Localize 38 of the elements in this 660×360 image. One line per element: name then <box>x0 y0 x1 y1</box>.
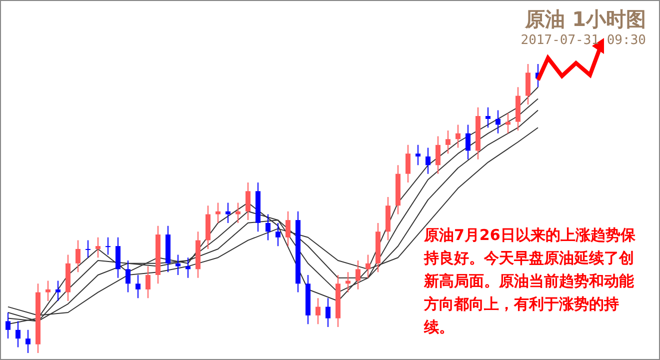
candlestick <box>406 144 410 183</box>
candlestick <box>426 147 430 174</box>
candlestick <box>16 320 20 348</box>
candlestick <box>446 130 450 154</box>
candlestick <box>46 280 50 302</box>
candlestick <box>236 202 240 224</box>
candlestick <box>116 236 120 278</box>
candlestick <box>216 202 220 224</box>
candlestick <box>286 210 290 247</box>
annotation: 原油7月26日以来的上涨趋势保持良好。今天早盘原油延续了创新高局面。原油当前趋势和动能方向都向上，有利于涨势的持续。 <box>424 225 636 338</box>
candlestick <box>56 280 60 302</box>
candlestick <box>76 240 80 273</box>
candlestick <box>466 124 470 160</box>
text: 2017-07-31 09:30 <box>520 33 646 48</box>
candlestick <box>366 254 370 278</box>
candlestick <box>126 260 130 293</box>
candlestick <box>136 274 140 299</box>
candlestick <box>356 260 360 290</box>
candlestick <box>226 202 230 224</box>
candlestick <box>496 110 500 134</box>
candlestick <box>146 266 150 299</box>
candlestick <box>96 236 100 258</box>
text: 原油 1小时图 <box>525 6 646 33</box>
candlestick <box>436 136 440 174</box>
candlestick <box>416 144 420 166</box>
candlestick <box>26 329 30 354</box>
candlestick <box>6 312 10 340</box>
candlestick <box>106 236 110 256</box>
candlestick <box>246 182 250 221</box>
candlestick <box>316 298 320 325</box>
candlestick <box>326 298 330 328</box>
candlestick <box>276 222 280 247</box>
candlestick <box>86 240 90 258</box>
candlestick <box>176 254 180 276</box>
candlestick <box>456 124 460 148</box>
candlestick <box>266 214 270 241</box>
candlestick <box>486 106 490 128</box>
candlestick <box>526 64 530 105</box>
